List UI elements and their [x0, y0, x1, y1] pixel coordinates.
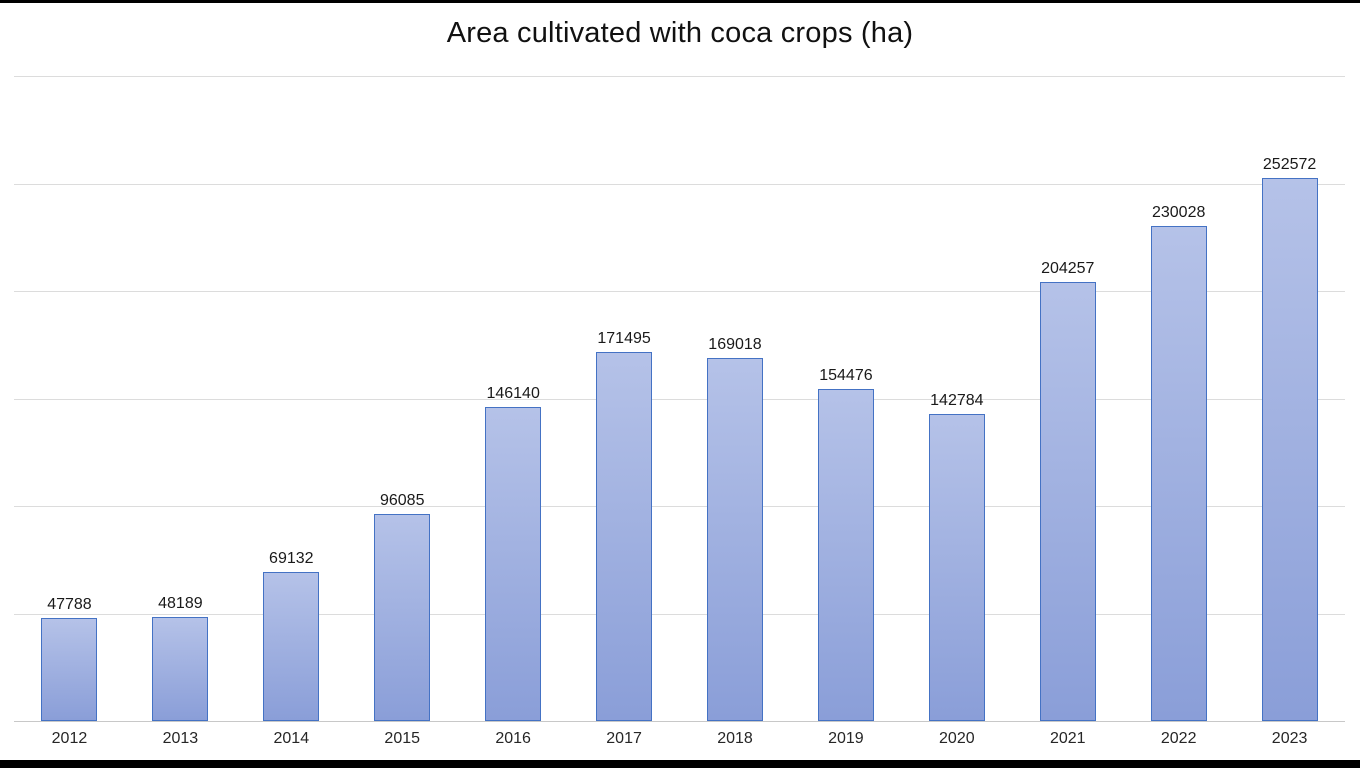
- x-axis-label: 2017: [606, 730, 642, 747]
- gridline: [14, 506, 1345, 507]
- bar-value-label: 154476: [819, 366, 873, 384]
- bar: [817, 388, 874, 721]
- bar-cell-2016: 146140: [458, 76, 569, 721]
- x-axis-label: 2022: [1160, 730, 1197, 747]
- bar-value-label: 252572: [1262, 156, 1317, 173]
- x-axis-label: 2012: [51, 730, 88, 747]
- bar: [263, 572, 320, 721]
- gridline: [14, 398, 1345, 400]
- plot-area: 47788 48189 69132 96085 146140 171495 169018 15…: [14, 76, 1345, 722]
- bar: [374, 514, 431, 721]
- bar-value-label: 48189: [158, 595, 203, 613]
- x-axis-label: 2018: [717, 730, 753, 747]
- bar-value-label: 96085: [379, 492, 425, 510]
- bar-value-label: 171495: [597, 330, 651, 348]
- x-axis-line: [14, 721, 1345, 722]
- bars: 47788 48189 69132 96085 146140 171495 169018 15…: [14, 76, 1345, 721]
- bar: [1261, 178, 1318, 721]
- bar-value-label: 47788: [47, 596, 92, 614]
- bar: [928, 414, 985, 721]
- gridline: [14, 613, 1345, 615]
- bar-cell-2022: 230028: [1123, 76, 1234, 721]
- x-axis-labels: 2012 2013 2014 2015 2016 2017 2018 2019 2020 2021…: [14, 730, 1345, 748]
- bar-cell-2012: 47788: [14, 76, 125, 721]
- letterbox-bottom: [0, 760, 1360, 768]
- bar-cell-2018: 169018: [680, 76, 791, 721]
- x-axis-label: 2019: [828, 730, 864, 747]
- bar-cell-2014: 69132: [236, 76, 347, 721]
- x-axis-label: 2015: [384, 730, 421, 747]
- bar-value-label: 142784: [930, 392, 984, 409]
- bar: [41, 618, 98, 721]
- gridline: [14, 291, 1345, 292]
- bar: [706, 357, 763, 721]
- x-axis-label: 2014: [273, 730, 310, 747]
- bar-value-label: 69132: [269, 550, 314, 568]
- x-axis-label: 2013: [162, 730, 199, 747]
- x-axis-label: 2020: [939, 730, 975, 747]
- x-axis-label: 2021: [1049, 730, 1086, 747]
- bar-cell-2013: 48189: [125, 76, 236, 721]
- bar-cell-2021: 204257: [1012, 76, 1123, 721]
- x-axis-label: 2023: [1271, 730, 1308, 747]
- bar: [1039, 281, 1096, 721]
- bar-value-label: 146140: [486, 384, 540, 402]
- bar: [485, 406, 542, 721]
- bar-cell-2015: 96085: [347, 76, 458, 721]
- bar: [152, 617, 209, 721]
- gridline: [14, 183, 1345, 185]
- bar-value-label: 169018: [708, 335, 762, 353]
- bar: [596, 352, 653, 721]
- bar-cell-2019: 154476: [790, 76, 901, 721]
- letterbox-top: [0, 0, 1360, 3]
- bar-cell-2023: 252572: [1234, 76, 1345, 721]
- bar-cell-2017: 171495: [569, 76, 680, 721]
- bar: [1150, 226, 1207, 721]
- bar-cell-2020: 142784: [901, 76, 1012, 721]
- bar-value-label: 230028: [1151, 204, 1206, 222]
- x-axis-label: 2016: [495, 730, 531, 747]
- chart-title: Area cultivated with coca crops (ha): [446, 17, 914, 49]
- bar-value-label: 204257: [1041, 259, 1095, 277]
- gridline: [14, 76, 1345, 77]
